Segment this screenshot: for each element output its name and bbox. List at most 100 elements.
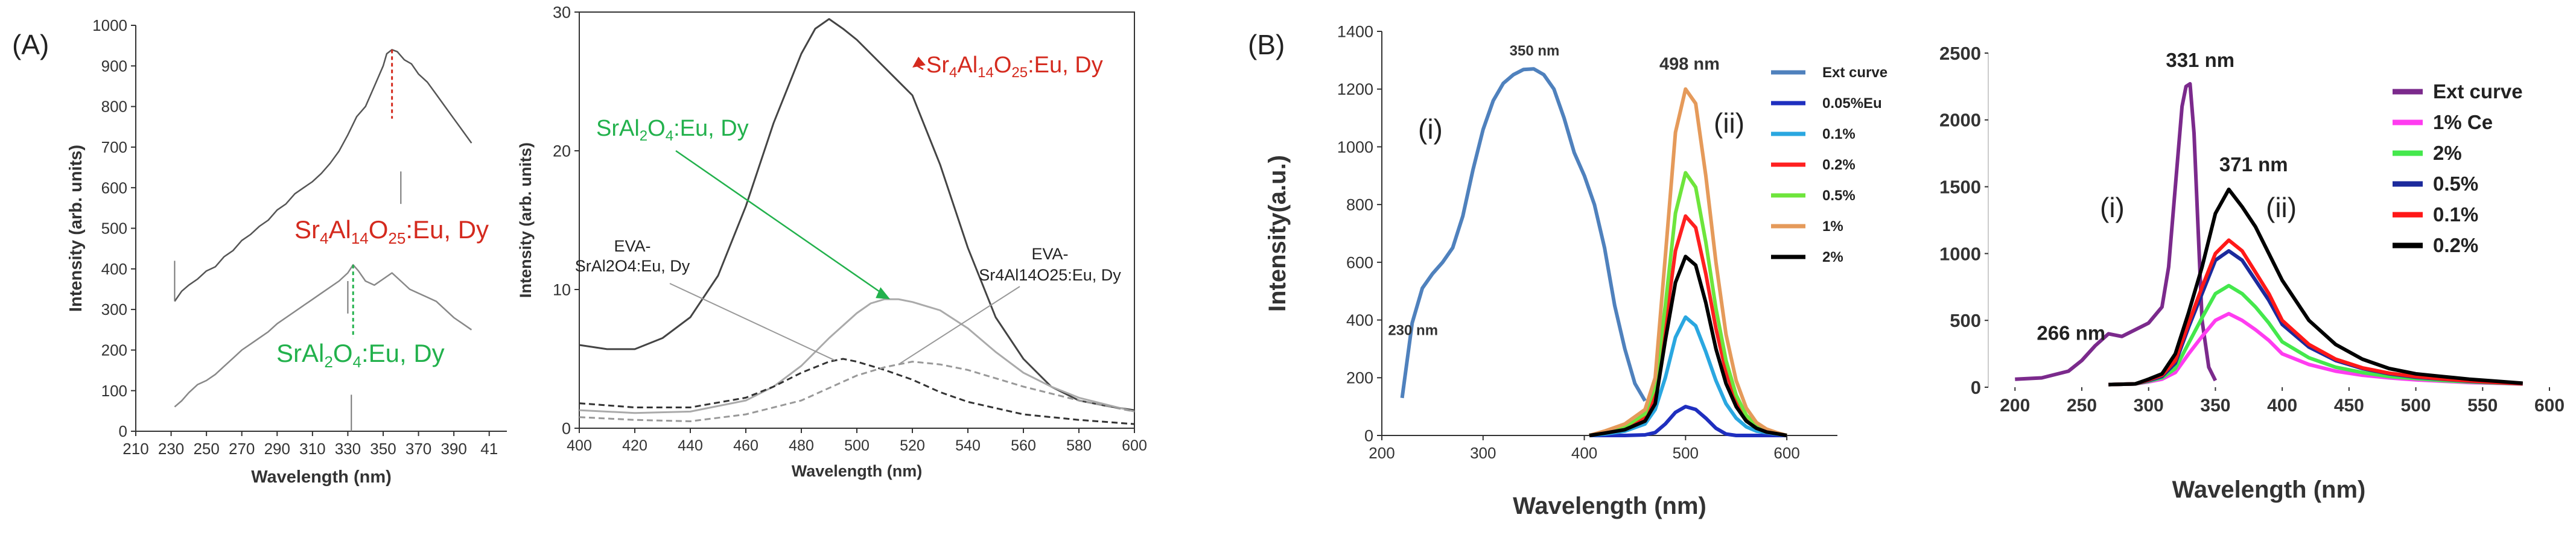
y-tick-label: 200 — [101, 341, 127, 359]
peak-label-371: 371 nm — [2219, 153, 2288, 176]
x-tick-label: 210 — [122, 440, 148, 458]
arrow-line-green — [675, 150, 886, 297]
y-tick-label: 0 — [562, 419, 571, 437]
legend-label: 0.05%Eu — [1822, 95, 1882, 112]
series-line-6 — [1589, 255, 1787, 437]
x-tick-label: 500 — [1673, 444, 1699, 462]
label-eva-sr4al14o25: Sr4Al14O25:Eu, Dy — [979, 266, 1121, 284]
label-sral2o4: SrAl2O4:Eu, Dy — [596, 116, 749, 144]
y-tick-label: 800 — [1346, 196, 1373, 214]
x-axis-label: Wavelength (nm) — [251, 467, 392, 487]
subscript-part: 4 — [353, 353, 361, 371]
legend-label: Ext curve — [2433, 80, 2523, 103]
legend-label: 0.2% — [2433, 234, 2478, 256]
y-tick-label: 1000 — [92, 16, 127, 34]
text-part: Al — [957, 52, 978, 78]
series-line-1 — [1589, 405, 1787, 437]
y-tick-label: 0 — [1364, 426, 1373, 445]
x-tick-label: 400 — [567, 437, 592, 454]
label-eva-sral2o4: EVA- — [614, 237, 650, 255]
subscript-part: 25 — [388, 229, 405, 247]
x-tick-label: 560 — [1011, 437, 1036, 454]
x-tick-label: 290 — [264, 440, 290, 458]
y-tick-label: 600 — [101, 179, 127, 197]
y-tick-label: 100 — [101, 382, 127, 400]
y-tick-label: 1000 — [1939, 243, 1981, 264]
legend-label: Ext curve — [1822, 65, 1887, 81]
region-label-i: (i) — [1418, 113, 1443, 145]
x-tick-label: 270 — [229, 440, 255, 458]
x-tick-label: 200 — [1369, 444, 1395, 462]
x-tick-label: 310 — [299, 440, 325, 458]
x-tick-label: 550 — [2467, 396, 2498, 416]
x-tick-label: 500 — [2401, 396, 2431, 416]
text-part: O — [994, 52, 1012, 78]
x-tick-label: 350 — [370, 440, 396, 458]
y-axis-label: Intensity(a.u.) — [1264, 155, 1291, 312]
x-tick-label: 250 — [193, 440, 219, 458]
x-tick-label: 600 — [1122, 437, 1147, 454]
series-line-0 — [174, 49, 472, 302]
x-tick-label: 540 — [955, 437, 981, 454]
y-axis-label: Intensity (arb. units) — [517, 142, 535, 298]
x-tick-label: 400 — [1571, 444, 1597, 462]
text-part: Al — [328, 215, 351, 244]
text-part: :Eu, Dy — [1028, 52, 1103, 78]
subscript-part: 14 — [351, 229, 369, 247]
y-tick-label: 0 — [119, 422, 127, 440]
peak-label-350: 350 nm — [1510, 43, 1560, 59]
text-part: O — [647, 116, 666, 141]
x-tick-label: 600 — [1773, 444, 1799, 462]
series-line-5 — [2108, 188, 2523, 387]
x-axis-label: Wavelength (nm) — [2172, 476, 2366, 503]
x-axis-label: Wavelength (nm) — [792, 462, 923, 480]
panel-label-b: (B) — [1248, 29, 1285, 60]
series-line-1 — [174, 264, 472, 408]
arrow-head-red — [912, 57, 926, 68]
x-axis-label: Wavelength (nm) — [1513, 493, 1706, 519]
text-part: Sr — [926, 52, 949, 78]
series-line-0 — [2015, 82, 2218, 382]
peak-label-230: 230 nm — [1388, 322, 1438, 338]
y-tick-label: 400 — [101, 260, 127, 278]
text-part: :Eu, Dy — [361, 339, 445, 367]
pointer-line — [669, 283, 835, 361]
legend-label: 0.1% — [1822, 126, 1856, 142]
subscript-part: 25 — [1011, 65, 1028, 81]
legend-label: 1% — [1822, 218, 1843, 235]
y-tick-label: 500 — [101, 220, 127, 238]
label-sr4al14o25: Sr4Al14O25:Eu, Dy — [926, 52, 1103, 81]
series-line-4 — [2108, 238, 2523, 387]
x-tick-label: 500 — [844, 437, 870, 454]
y-tick-label: 1500 — [1939, 176, 1981, 197]
x-tick-label: 230 — [158, 440, 184, 458]
chart-a2: 400 420 440 460 480 500 520 540 560 580 600 0 10 20 30… — [517, 3, 1147, 480]
x-tick-label: 460 — [733, 437, 758, 454]
x-tick-label: 420 — [622, 437, 647, 454]
text-part: :Eu, Dy — [673, 116, 749, 141]
x-tick-label: 300 — [2134, 396, 2164, 416]
x-tick-label: 520 — [900, 437, 925, 454]
legend-label: 1% Ce — [2433, 111, 2493, 133]
x-tick-label: 600 — [2534, 396, 2565, 416]
text-part: Sr — [294, 215, 320, 244]
arrow-head-green — [876, 287, 891, 300]
y-tick-label: 30 — [553, 3, 571, 21]
y-tick-label: 2500 — [1939, 43, 1981, 64]
y-tick-label: 200 — [1346, 369, 1373, 387]
text-part: :Eu, Dy — [405, 215, 489, 244]
legend-label: 0.1% — [2433, 203, 2478, 226]
y-tick-label: 800 — [101, 98, 127, 116]
series-line-3 — [579, 361, 1135, 422]
region-label-ii: (ii) — [2266, 192, 2297, 223]
y-tick-label: 1200 — [1337, 80, 1373, 98]
legend-label: 0.5% — [1822, 188, 1856, 204]
x-tick-label: 350 — [2200, 396, 2230, 416]
legend-label: 2% — [1822, 249, 1843, 265]
chart-a1: 210 230 250 270 290 310 330 350 370 390 4101002003… — [66, 16, 507, 487]
x-tick-label: 370 — [405, 440, 431, 458]
y-tick-label: 600 — [1346, 253, 1373, 271]
x-tick-label: 580 — [1066, 437, 1092, 454]
subscript-part: 2 — [640, 128, 647, 144]
